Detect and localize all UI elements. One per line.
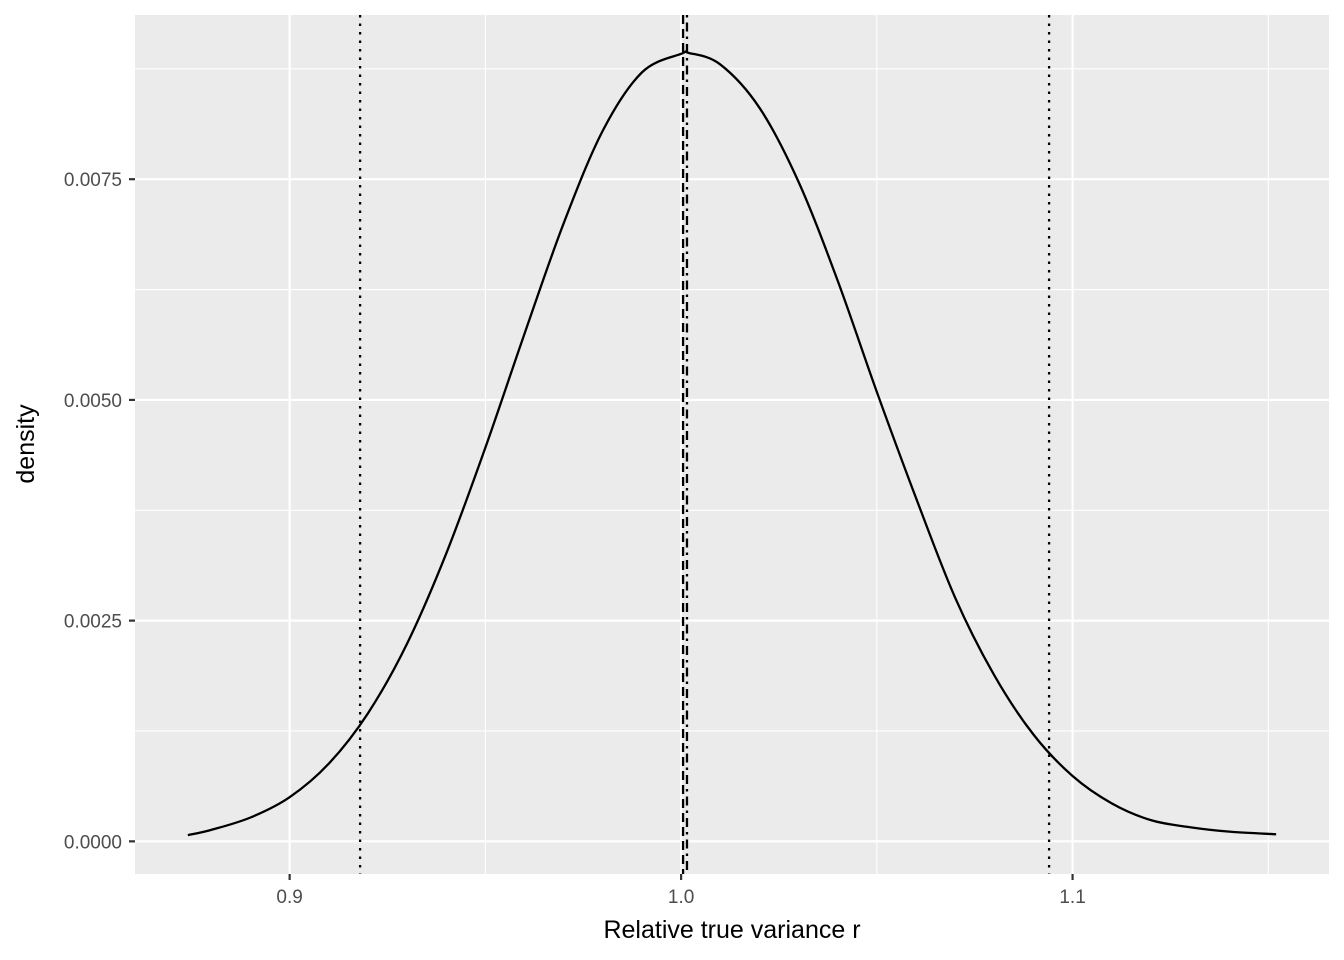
major-grid bbox=[135, 15, 1329, 874]
x-axis: 0.9 1.0 1.1 bbox=[276, 874, 1086, 908]
reference-lines bbox=[358, 15, 1051, 874]
y-tick-label: 0.0075 bbox=[64, 170, 122, 191]
x-axis-title: Relative true variance r bbox=[603, 916, 860, 944]
x-tick-label: 0.9 bbox=[276, 887, 302, 908]
y-tick-label: 0.0025 bbox=[64, 612, 122, 633]
y-tick-label: 0.0000 bbox=[64, 832, 122, 853]
x-tick-label: 1.0 bbox=[668, 887, 694, 908]
y-axis: 0.0000 0.0025 0.0050 0.0075 bbox=[64, 170, 135, 853]
y-tick-label: 0.0050 bbox=[64, 391, 122, 412]
density-curve bbox=[187, 50, 1277, 837]
plot-panel bbox=[135, 15, 1329, 874]
minor-grid bbox=[93, 15, 1329, 874]
x-tick-label: 1.1 bbox=[1059, 887, 1085, 908]
y-axis-title: density bbox=[12, 404, 40, 484]
